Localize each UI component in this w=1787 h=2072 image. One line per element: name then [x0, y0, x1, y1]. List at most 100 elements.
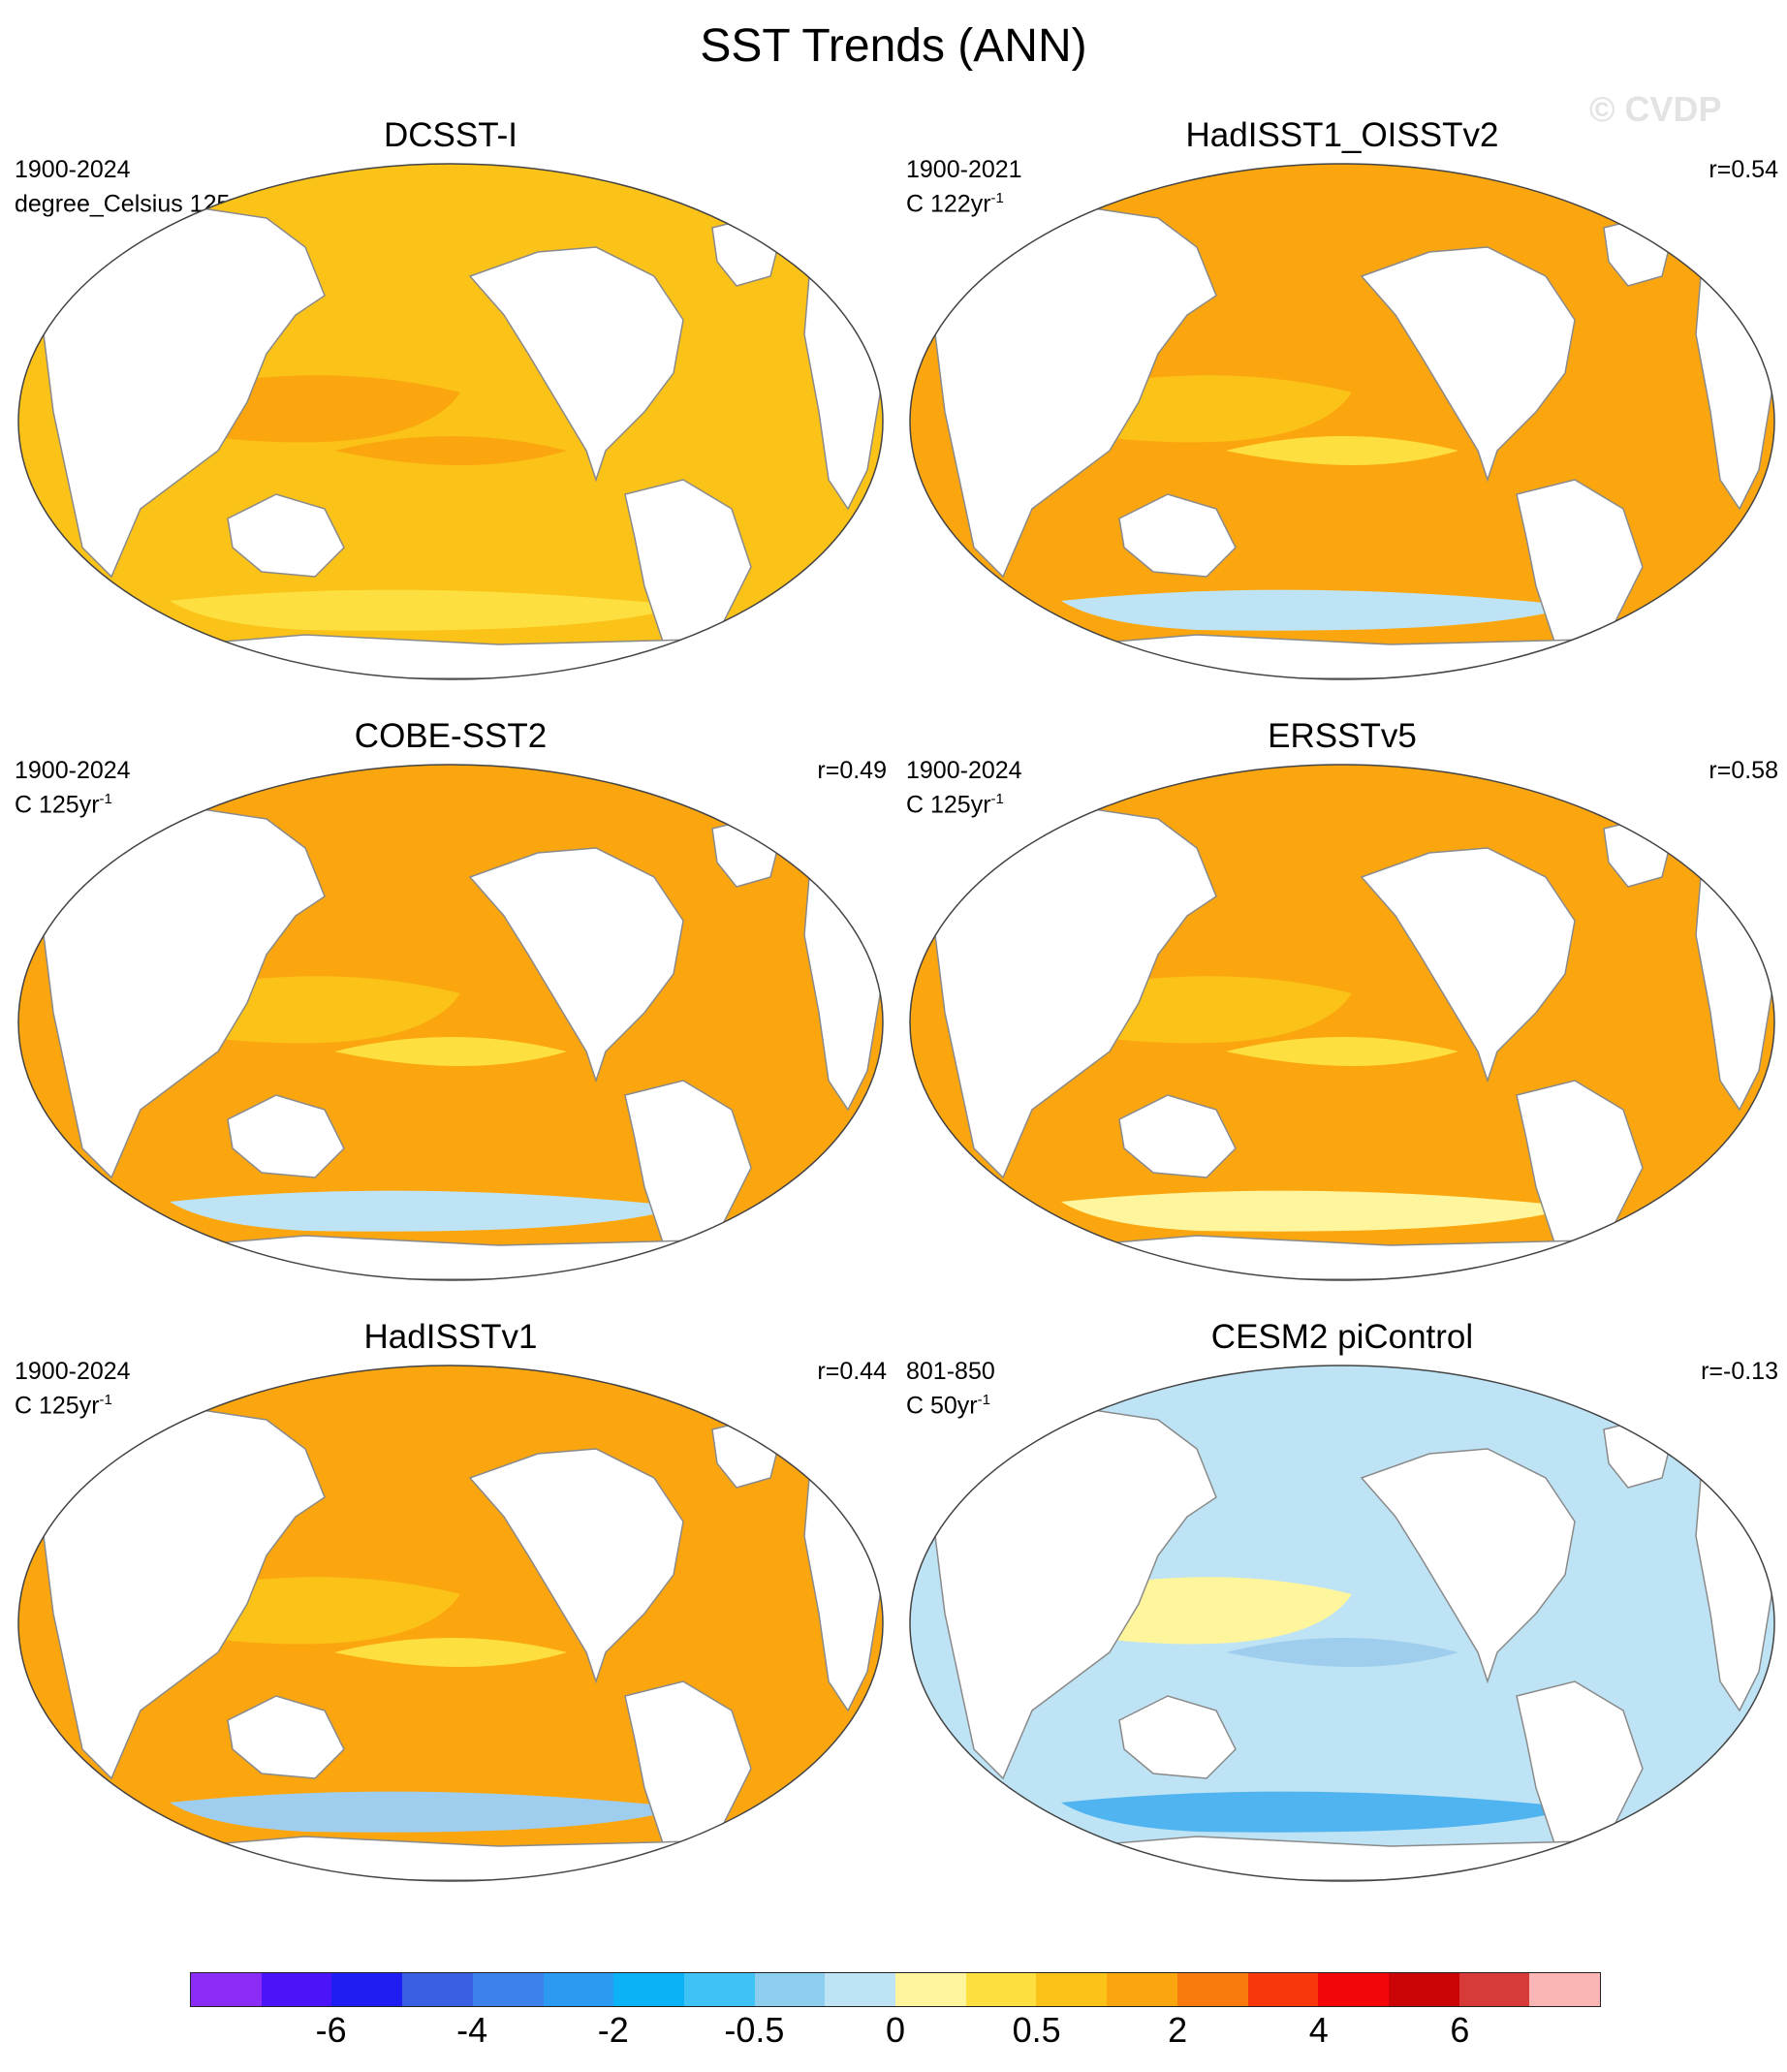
- trend-contour-region: [1226, 1638, 1458, 1667]
- panel-units: C 125yr-1: [15, 1392, 112, 1420]
- panel-title: CESM2 piControl: [1210, 1318, 1474, 1356]
- land-mass: [43, 1404, 326, 1780]
- panel-period: 1900-2024: [15, 757, 131, 784]
- map-outline: [17, 163, 884, 680]
- map-outline: [909, 764, 1775, 1281]
- sst-map: [17, 1365, 884, 1882]
- colorbar-swatch: [1458, 1973, 1530, 2006]
- trend-contour-region: [1061, 1791, 1575, 1833]
- colorbar-tick-label: -4: [456, 2010, 488, 2050]
- land-mass: [227, 1094, 345, 1178]
- colorbar-tick-label: 6: [1450, 2010, 1470, 2050]
- colorbar-swatch: [1247, 1973, 1319, 2006]
- land-mass: [934, 1404, 1217, 1780]
- panel-period: 1900-2024: [906, 757, 1022, 784]
- land-mass: [1360, 1448, 1576, 1684]
- colorbar: [190, 1972, 1601, 2007]
- colorbar-swatch: [261, 1973, 332, 2006]
- panel-units: C 125yr-1: [15, 791, 112, 819]
- colorbar-swatch: [613, 1973, 684, 2006]
- trend-contour-region: [1226, 436, 1458, 465]
- sst-map: [17, 764, 884, 1281]
- trend-contour-region: [1061, 1190, 1575, 1232]
- map-panel: CESM2 piControl 801-850 C 50yr-1 r=-0.13: [906, 1318, 1778, 1890]
- land-mass: [43, 803, 326, 1179]
- colorbar-swatch: [965, 1973, 1037, 2006]
- land-mass: [468, 246, 684, 483]
- land-mass: [227, 493, 345, 578]
- trend-contour-region: [334, 436, 567, 465]
- colorbar-tick-label: 0.5: [1012, 2010, 1061, 2050]
- trend-contour-region: [170, 1190, 683, 1232]
- colorbar-tick-label: 2: [1168, 2010, 1188, 2050]
- land-mass: [468, 847, 684, 1083]
- colorbar-swatch: [1107, 1973, 1177, 2006]
- panel-units-exponent: -1: [99, 791, 112, 807]
- panel-title: HadISSTv1: [363, 1318, 538, 1356]
- land-mass: [1360, 847, 1576, 1083]
- panel-period: 801-850: [906, 1358, 995, 1385]
- panel-title: COBE-SST2: [354, 717, 548, 755]
- panel-title: HadISST1_OISSTv2: [1185, 116, 1499, 154]
- sst-map: [17, 163, 884, 680]
- panel-units-exponent: -1: [990, 791, 1004, 807]
- trend-contour-region: [1226, 1037, 1458, 1066]
- land-mass: [1118, 493, 1237, 578]
- colorbar-swatch: [1318, 1973, 1389, 2006]
- panel-correlation: r=0.54: [1709, 156, 1778, 183]
- colorbar-swatch: [1176, 1973, 1248, 2006]
- panel-units: C 125yr-1: [906, 791, 1004, 819]
- colorbar-swatch: [1036, 1973, 1108, 2006]
- watermark: © CVDP: [1589, 89, 1722, 129]
- map-panel: ERSSTv5 1900-2024 C 125yr-1 r=0.58: [906, 717, 1778, 1289]
- panel-period: 1900-2024: [15, 1358, 131, 1385]
- colorbar-swatch: [472, 1973, 544, 2006]
- panel-correlation: r=0.58: [1709, 757, 1778, 784]
- colorbar-swatch: [754, 1973, 826, 2006]
- panel-correlation: r=0.49: [817, 757, 887, 784]
- colorbar-tick-labels: -6 -4 -2 -0.5 0 0.5 2 4 6: [190, 2010, 1601, 2058]
- panel-units-exponent: -1: [99, 1392, 112, 1408]
- land-mass: [934, 203, 1217, 579]
- panel-correlation: r=-0.13: [1701, 1358, 1778, 1385]
- colorbar-tick-label: 0: [885, 2010, 906, 2050]
- colorbar-swatch: [191, 1973, 262, 2006]
- sst-map: [909, 1365, 1775, 1882]
- panel-units-exponent: -1: [990, 190, 1004, 206]
- trend-contour-region: [334, 1638, 567, 1667]
- figure-title: SST Trends (ANN): [700, 20, 1087, 72]
- land-mass: [43, 203, 326, 579]
- land-mass: [1360, 246, 1576, 483]
- panel-title: DCSST-I: [383, 116, 518, 154]
- sst-map: [909, 163, 1775, 680]
- land-mass: [1118, 1094, 1237, 1178]
- colorbar-tick-label: -0.5: [724, 2010, 785, 2050]
- colorbar-swatch: [825, 1973, 896, 2006]
- land-mass: [468, 1448, 684, 1684]
- map-outline: [909, 1365, 1775, 1882]
- map-panel: COBE-SST2 1900-2024 C 125yr-1 r=0.49: [15, 717, 887, 1289]
- colorbar-swatch: [543, 1973, 614, 2006]
- colorbar-swatch: [331, 1973, 403, 2006]
- colorbar-swatch: [1529, 1973, 1601, 2006]
- panel-units: C 122yr-1: [906, 190, 1004, 218]
- trend-contour-region: [334, 1037, 567, 1066]
- colorbar-swatch: [1388, 1973, 1459, 2006]
- trend-contour-region: [1061, 589, 1575, 631]
- panel-correlation: r=0.44: [817, 1358, 887, 1385]
- panel-period: 1900-2021: [906, 156, 1022, 183]
- colorbar-swatch: [683, 1973, 755, 2006]
- panel-units: C 50yr-1: [906, 1392, 990, 1420]
- land-mass: [1118, 1695, 1237, 1779]
- map-outline: [909, 163, 1775, 680]
- colorbar-swatch: [402, 1973, 473, 2006]
- panel-period: 1900-2024: [15, 156, 131, 183]
- trend-contour-region: [170, 1791, 683, 1833]
- sst-map: [909, 764, 1775, 1281]
- colorbar-tick-label: -2: [597, 2010, 629, 2050]
- land-mass: [934, 803, 1217, 1179]
- land-mass: [227, 1695, 345, 1779]
- map-outline: [17, 764, 884, 1281]
- trend-contour-region: [170, 589, 683, 631]
